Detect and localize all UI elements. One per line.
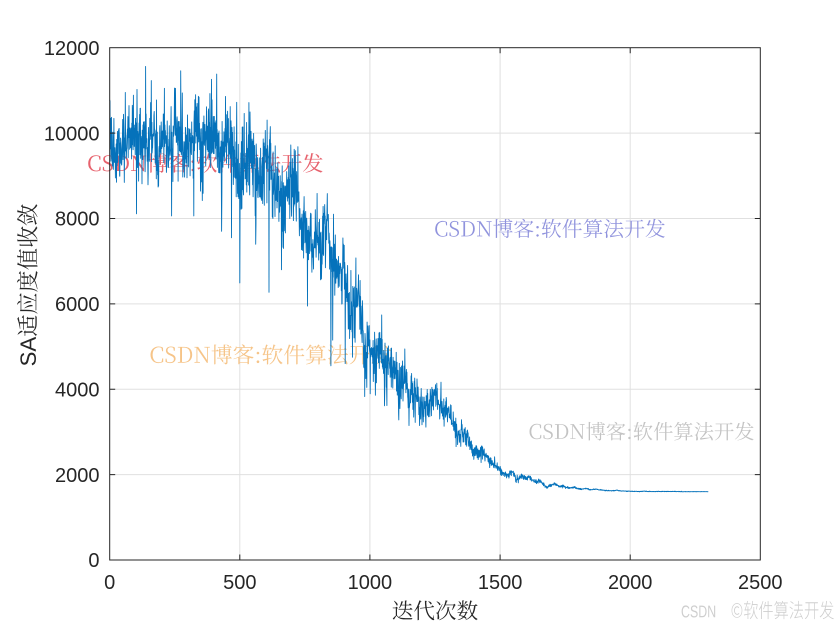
svg-text:1000: 1000 xyxy=(348,572,393,594)
svg-text:2000: 2000 xyxy=(608,572,653,594)
svg-text:8000: 8000 xyxy=(55,209,100,231)
svg-text:0: 0 xyxy=(88,550,99,572)
svg-text:1500: 1500 xyxy=(478,572,523,594)
svg-text:10000: 10000 xyxy=(44,123,100,145)
svg-text:500: 500 xyxy=(223,572,256,594)
svg-text:0: 0 xyxy=(104,572,115,594)
svg-text:12000: 12000 xyxy=(44,38,100,60)
svg-text:2000: 2000 xyxy=(55,465,100,487)
svg-text:6000: 6000 xyxy=(55,294,100,316)
svg-text:2500: 2500 xyxy=(738,572,783,594)
svg-text:4000: 4000 xyxy=(55,379,100,401)
